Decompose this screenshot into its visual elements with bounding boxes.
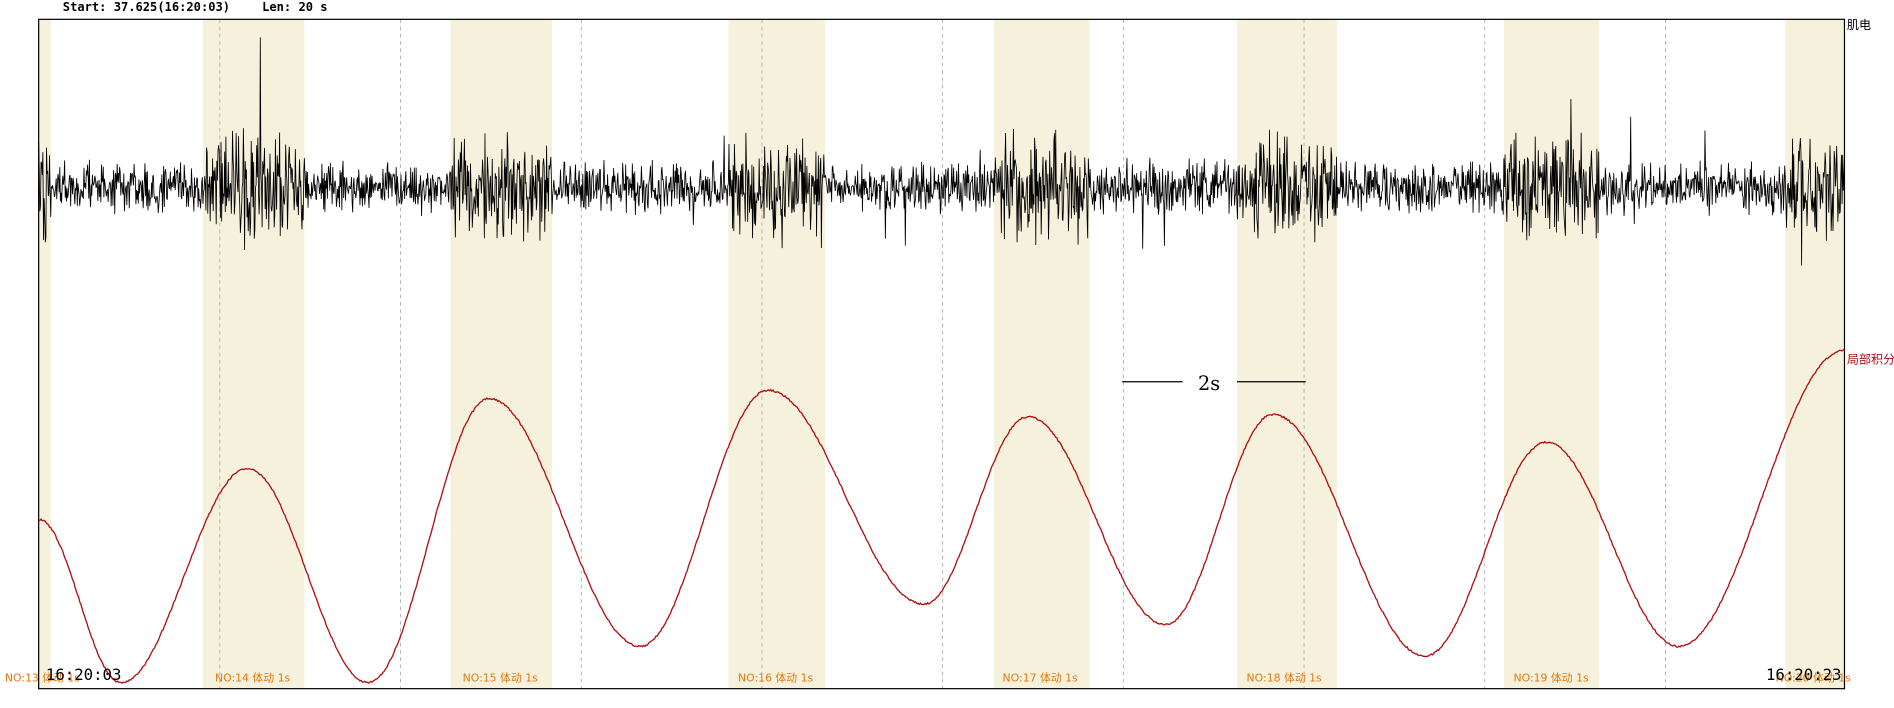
event-band — [1503, 19, 1600, 689]
scale-bar-label: 2s — [1198, 372, 1220, 395]
event-band — [1236, 19, 1338, 689]
event-band — [994, 19, 1090, 689]
event-label: NO:16 体动 1s — [738, 670, 813, 684]
event-labels: NO:13 体动 1s NO:14 体动 1s NO:15 体动 1s NO:16 体… — [5, 670, 1851, 684]
time-start: 16:20:03 — [46, 665, 122, 684]
start-info: Start: 37.625(16:20:03) — [63, 0, 230, 14]
event-bands — [38, 19, 1845, 689]
emg-trace — [38, 37, 1845, 266]
event-band — [728, 19, 826, 689]
event-label: NO:13 体动 1s — [5, 670, 80, 684]
event-band — [202, 19, 305, 689]
event-label: NO:19 体动 1s — [1514, 670, 1589, 684]
event-band — [38, 19, 51, 689]
event-label: NO:14 体动 1s — [215, 670, 290, 684]
time-end: 16:20:23 — [1766, 665, 1842, 684]
channel-label: 肌电 — [1847, 18, 1871, 32]
integral-trace — [38, 349, 1845, 685]
event-band — [450, 19, 553, 689]
event-label: NO:20 体动 1s — [1776, 670, 1851, 684]
event-label: NO:15 体动 1s — [463, 670, 538, 684]
event-label: NO:17 体动 1s — [1003, 670, 1078, 684]
event-band — [1785, 19, 1845, 689]
plot-frame — [38, 18, 1846, 690]
event-label: NO:18 体动 1s — [1247, 670, 1322, 684]
channel-label: 局部积分 — [1847, 352, 1894, 367]
second-gridlines — [219, 19, 1666, 689]
length-info: Len: 20 s — [262, 0, 327, 14]
